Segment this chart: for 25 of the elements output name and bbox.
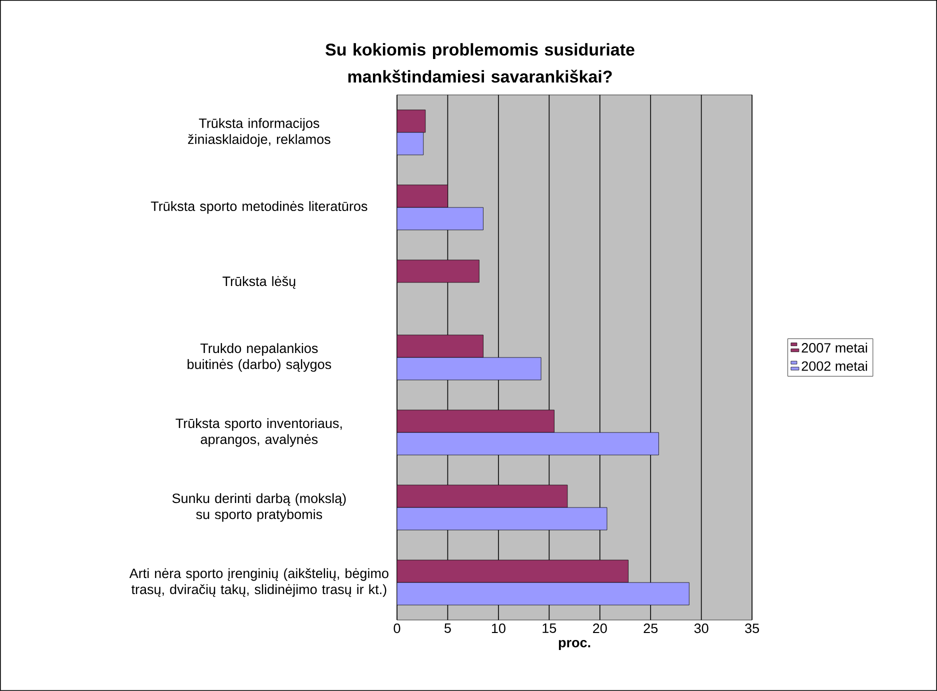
legend-label: 2007 metai (802, 342, 867, 353)
x-tick-label: 5 (444, 624, 451, 633)
y-tick-label: Trūksta sporto metodinės literatūros (150, 201, 368, 214)
x-tick-label: 25 (644, 624, 658, 634)
y-tick-label: Trūksta sporto inventoriaus, aprangos, avalynės (176, 418, 342, 447)
x-tick-label: 30 (694, 624, 708, 634)
x-tick-label: 10 (492, 624, 506, 634)
x-tick-label: 15 (542, 624, 556, 633)
bar (396, 507, 608, 530)
bar (396, 132, 424, 156)
bar (396, 432, 659, 456)
bar (396, 357, 542, 380)
legend-label: 2002 metai (802, 360, 867, 371)
y-tick-label: Trūksta informacijos žiniasklaidoje, reklamos (188, 118, 330, 147)
bar (396, 582, 690, 606)
y-tick-label: Trukdo nepalankios buitinės (darbo) sąlygos (188, 343, 332, 372)
x-tick-label: 35 (745, 624, 759, 634)
y-tick-label: Sunku derinti darbą (mokslą) su sporto pratybomis (172, 493, 346, 522)
x-tick-label: 0 (394, 624, 400, 634)
y-tick-label: Arti nėra sporto įrenginių (aikštelių, bėgimo trasų, dviračių takų, slidinėjimo trasų ir kt.) (129, 568, 388, 597)
x-axis-title: proc. (558, 640, 590, 650)
bar (396, 207, 484, 230)
y-tick-label: Trūksta lėšų (222, 276, 296, 289)
chart-title: Su kokiomis problemomis susiduriate mankštindamiesi savarankiškai? (326, 43, 634, 83)
x-tick-label: 20 (593, 624, 607, 634)
